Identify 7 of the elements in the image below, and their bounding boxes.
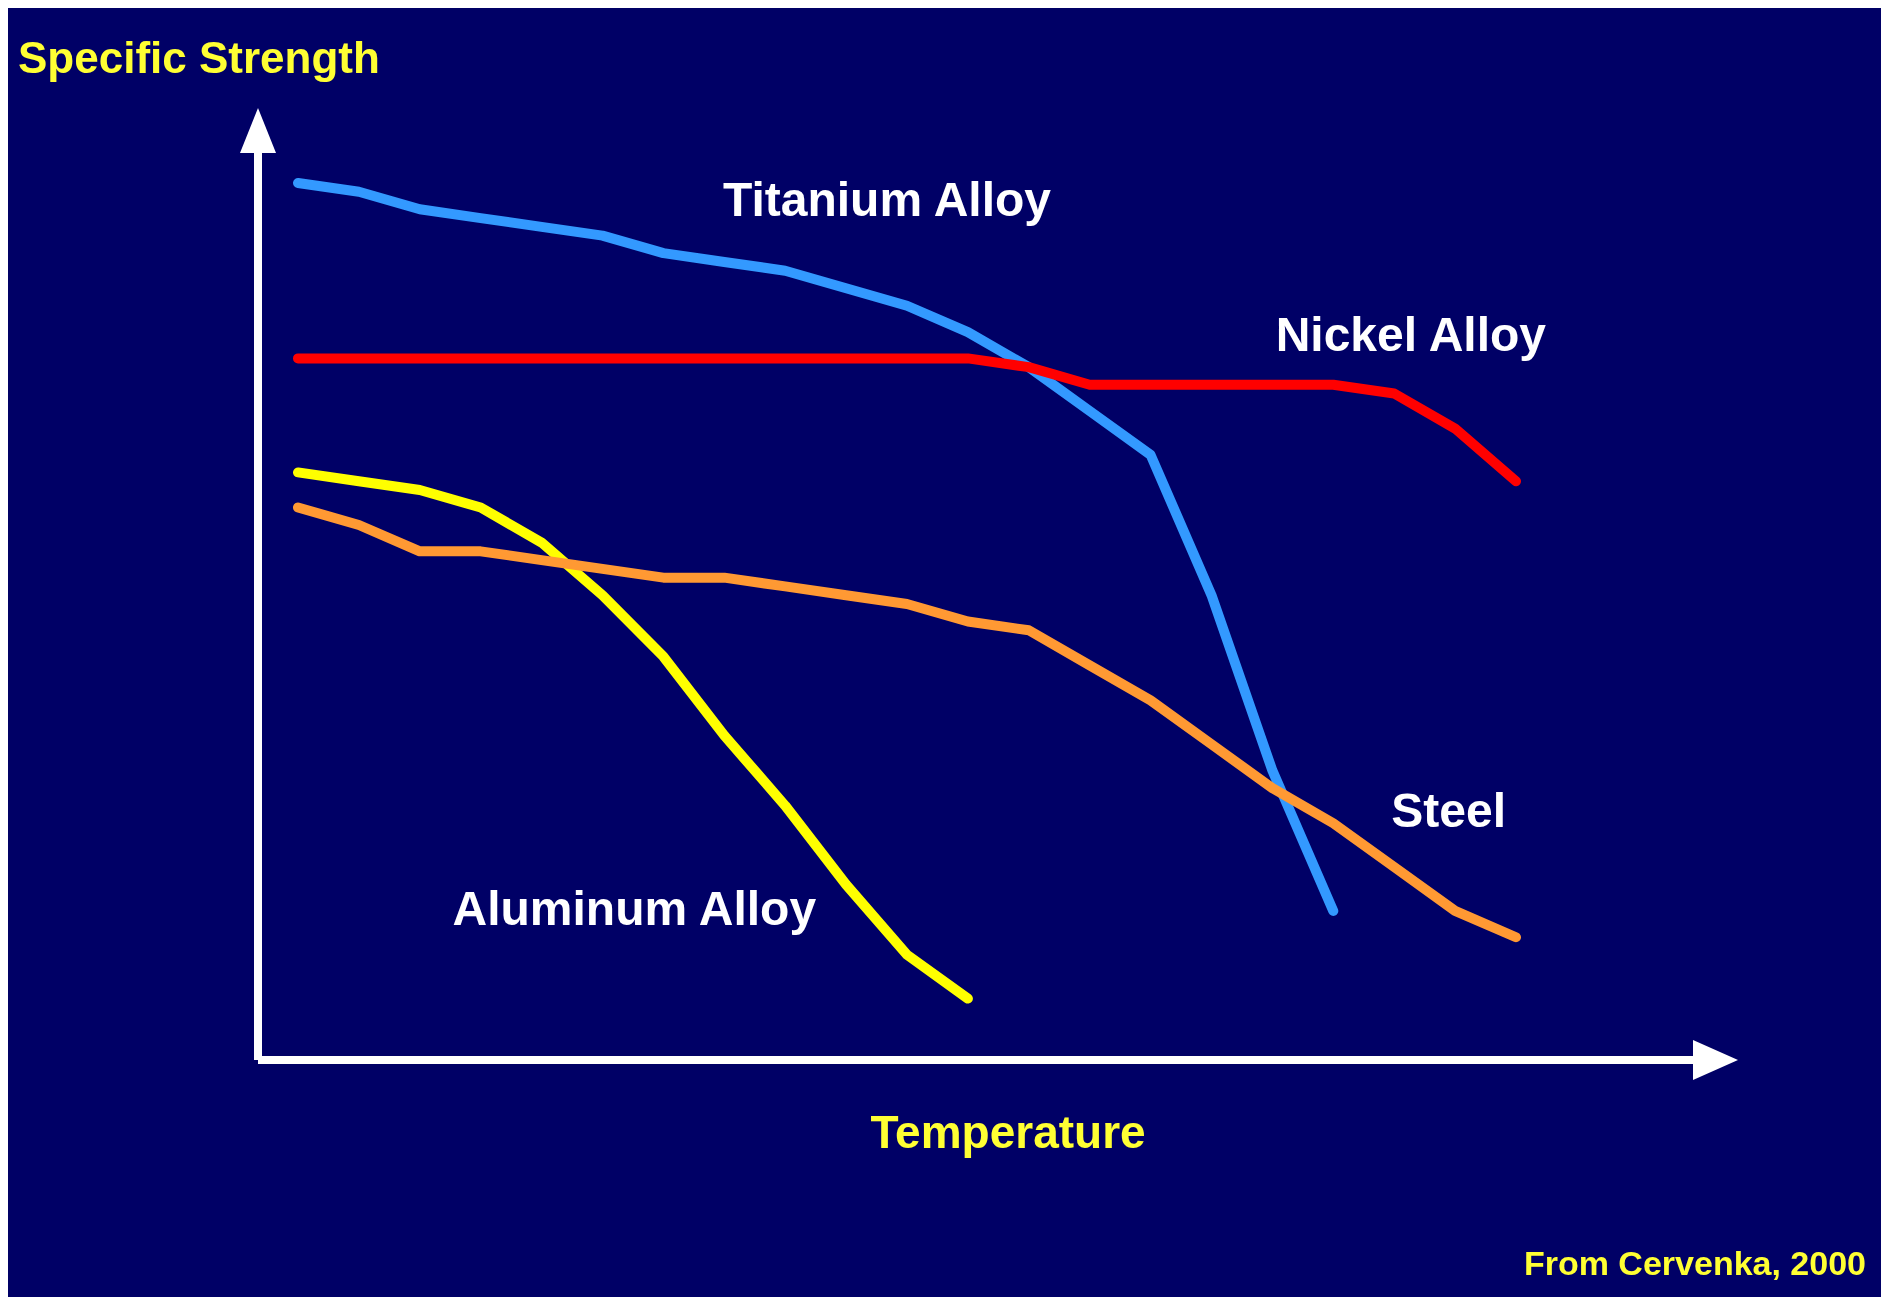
- x-axis-title: Temperature: [870, 1106, 1146, 1158]
- series-label: Nickel Alloy: [1275, 308, 1547, 362]
- series-label: Titanium Alloy: [722, 172, 1052, 226]
- y-axis-title: Specific Strength: [18, 33, 380, 82]
- series-label: Aluminum Alloy: [452, 881, 817, 935]
- series-label: Steel: [1391, 784, 1506, 838]
- text: From Cervenka, 2000: [1523, 1244, 1866, 1282]
